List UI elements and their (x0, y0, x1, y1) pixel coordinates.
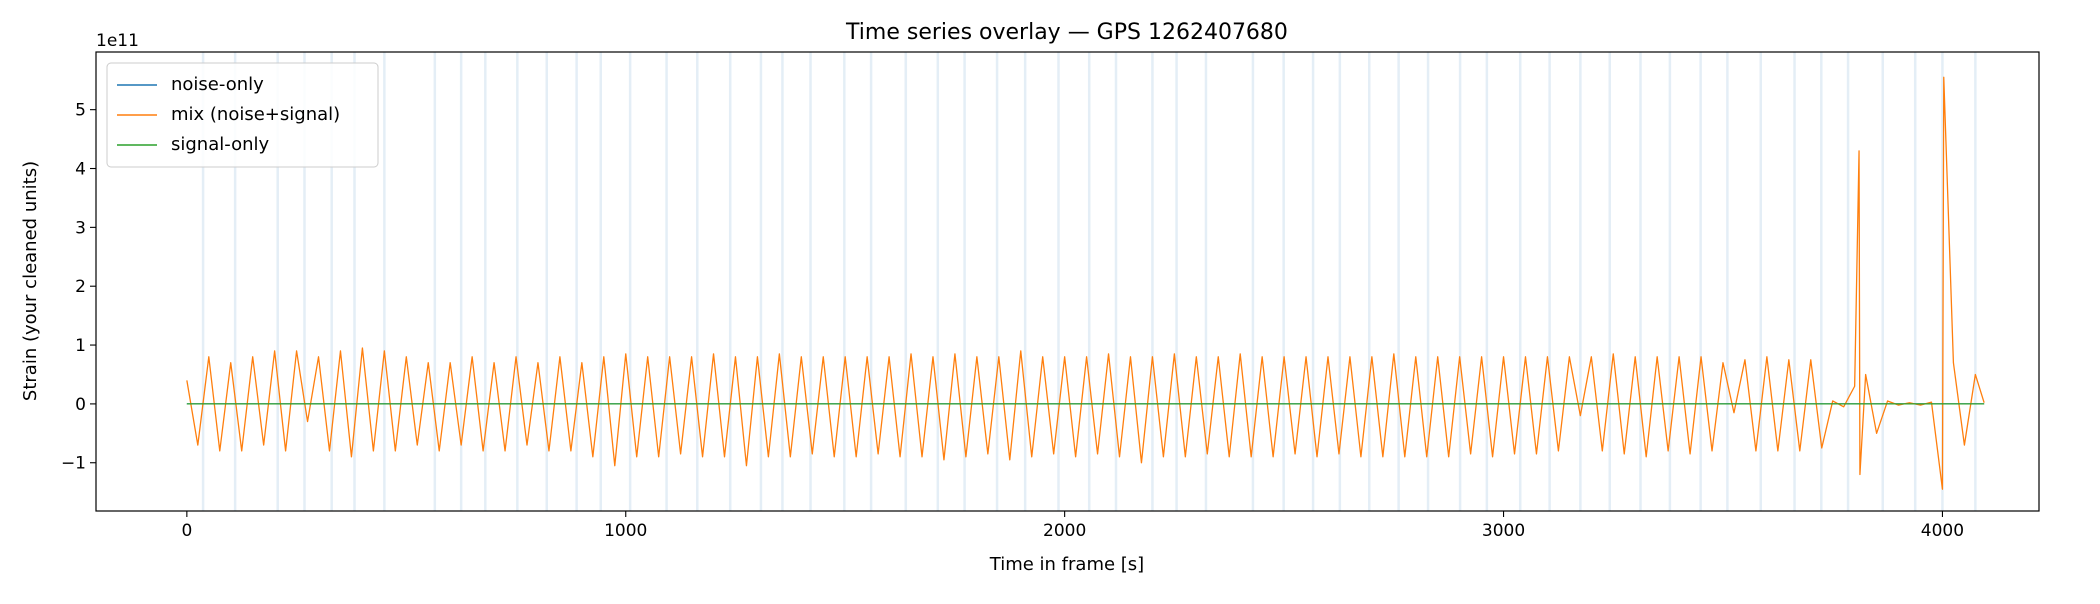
legend-label: noise-only (171, 74, 264, 95)
legend-label: signal-only (171, 134, 269, 155)
y-tick-label: −1 (61, 454, 86, 474)
x-tick-label: 2000 (1043, 521, 1086, 541)
legend-box (106, 62, 379, 168)
legend-label: mix (noise+signal) (171, 104, 340, 125)
x-tick-label: 1000 (604, 521, 647, 541)
series-line (186, 76, 1985, 490)
x-tick-label: 4000 (1921, 521, 1964, 541)
axes-frame (95, 51, 2040, 512)
plot-area (186, 52, 1985, 511)
y-tick-label: 3 (75, 218, 86, 238)
x-tick-label: 3000 (1482, 521, 1525, 541)
y-offset-label: 1e11 (96, 31, 139, 51)
y-tick-label: 2 (75, 277, 86, 297)
y-tick-label: 5 (75, 101, 86, 121)
x-axis-label: Time in frame [s] (989, 554, 1144, 575)
y-tick-label: 1 (75, 336, 86, 356)
y-tick-label: 4 (75, 160, 86, 180)
legend: noise-only mix (noise+signal) signal-only (106, 62, 379, 168)
y-axis-label: Strain (your cleaned units) (20, 161, 41, 401)
x-tick-label: 0 (181, 521, 192, 541)
chart-title: Time series overlay — GPS 1262407680 (845, 20, 1288, 45)
y-tick-label: 0 (75, 395, 86, 415)
